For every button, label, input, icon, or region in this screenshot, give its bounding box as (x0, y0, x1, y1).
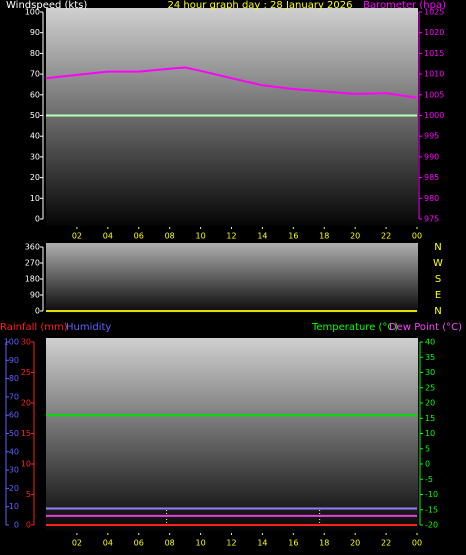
y-tick-label: 90 (9, 356, 19, 365)
y-tick-label: 1000 (424, 111, 444, 120)
y-tick-label: 1025 (424, 8, 444, 17)
y-tick-label: 985 (424, 173, 439, 182)
x-tick-label: 22 (381, 232, 391, 241)
x-tick-label: 08 (165, 539, 175, 548)
axis-label: Rainfall (mm) (0, 322, 68, 333)
y-tick-label: 5 (425, 444, 430, 453)
axis-label: Dew Point (°C) (389, 322, 462, 333)
y-tick-label: 30 (425, 368, 435, 377)
x-tick-label: 06 (134, 232, 144, 241)
y-tick-label: 90 (30, 291, 40, 300)
x-tick-label: 10 (195, 232, 205, 241)
y-tick-label: 20 (30, 173, 40, 182)
y-tick-label: 60 (30, 90, 40, 99)
y-tick-label: 50 (9, 429, 19, 438)
x-tick-label: 16 (288, 232, 298, 241)
y-tick-label: 10 (425, 429, 435, 438)
plot-bg (46, 338, 418, 531)
y-tick-label: 0 (26, 521, 31, 530)
y-tick-label: 30 (9, 466, 19, 475)
y-tick-label: 70 (9, 392, 19, 401)
x-tick-label: 18 (319, 232, 329, 241)
y-tick-label: 25 (425, 383, 435, 392)
axis-label: Temperature (°C) (311, 322, 398, 333)
x-tick-label: 08 (165, 232, 175, 241)
x-tick-label: 12 (226, 232, 236, 241)
y-tick-label: 15 (21, 429, 31, 438)
x-tick-label: 00 (412, 539, 422, 548)
y-tick-label: 30 (30, 152, 40, 161)
y-tick-label: 25 (21, 368, 31, 377)
y-tick-label: 50 (30, 111, 40, 120)
y-tick-label: 0 (425, 460, 430, 469)
y-tick-label: 40 (9, 447, 19, 456)
y-tick-label: 5 (26, 490, 31, 499)
x-tick-label: 02 (72, 539, 82, 548)
y-tick-label: N (434, 306, 441, 317)
y-tick-label: 10 (30, 194, 40, 203)
y-tick-label: E (435, 290, 441, 301)
y-tick-label: 40 (30, 132, 40, 141)
y-tick-label: 180 (25, 275, 40, 284)
y-tick-label: N (434, 242, 441, 253)
x-tick-label: 00 (412, 232, 422, 241)
x-tick-label: 14 (257, 232, 267, 241)
y-tick-label: -10 (425, 490, 438, 499)
x-tick-label: 04 (103, 232, 113, 241)
y-tick-label: 40 (425, 338, 435, 347)
y-tick-label: 975 (424, 215, 439, 224)
y-tick-label: 30 (21, 338, 31, 347)
y-tick-label: 1005 (424, 90, 444, 99)
y-tick-label: 10 (9, 502, 19, 511)
y-tick-label: 20 (9, 484, 19, 493)
y-tick-label: 0 (35, 215, 40, 224)
x-tick-label: 22 (381, 539, 391, 548)
plot-bg (46, 8, 418, 226)
y-tick-label: -5 (425, 475, 433, 484)
axis-label: Barometer (hpa) (363, 0, 446, 11)
x-tick-label: 20 (350, 232, 360, 241)
y-tick-label: 100 (4, 338, 19, 347)
y-tick-label: 20 (425, 399, 435, 408)
y-tick-label: 35 (425, 353, 435, 362)
x-tick-label: 14 (257, 539, 267, 548)
axis-label: Windspeed (kts) (6, 0, 87, 11)
y-tick-label: -15 (425, 505, 438, 514)
x-tick-label: 06 (134, 539, 144, 548)
y-tick-label: S (435, 274, 441, 285)
y-tick-label: 10 (21, 460, 31, 469)
y-tick-label: 270 (25, 259, 40, 268)
y-tick-label: 80 (9, 374, 19, 383)
y-tick-label: 980 (424, 194, 439, 203)
x-tick-label: 04 (103, 539, 113, 548)
y-tick-label: 0 (35, 307, 40, 316)
x-tick-label: 12 (226, 539, 236, 548)
y-tick-label: 1010 (424, 70, 444, 79)
y-tick-label: -20 (425, 521, 438, 530)
series-line (45, 66, 418, 99)
y-tick-label: 20 (21, 399, 31, 408)
axis-label: Humidity (66, 322, 111, 333)
y-tick-label: 990 (424, 152, 439, 161)
y-tick-label: W (433, 258, 443, 269)
chart-title: 24 hour graph day : 28 January 2026 (168, 0, 353, 11)
y-tick-label: 100 (25, 8, 40, 17)
y-tick-label: 70 (30, 70, 40, 79)
y-tick-label: 0 (14, 521, 19, 530)
x-tick-label: 18 (319, 539, 329, 548)
x-tick-label: 02 (72, 232, 82, 241)
y-tick-label: 360 (25, 243, 40, 252)
y-tick-label: 80 (30, 49, 40, 58)
y-tick-label: 15 (425, 414, 435, 423)
y-tick-label: 1015 (424, 49, 444, 58)
y-tick-label: 90 (30, 28, 40, 37)
y-tick-label: 60 (9, 411, 19, 420)
plot-bg (46, 243, 418, 313)
x-tick-label: 16 (288, 539, 298, 548)
y-tick-label: 995 (424, 132, 439, 141)
y-tick-label: 1020 (424, 28, 444, 37)
x-tick-label: 10 (195, 539, 205, 548)
x-tick-label: 20 (350, 539, 360, 548)
